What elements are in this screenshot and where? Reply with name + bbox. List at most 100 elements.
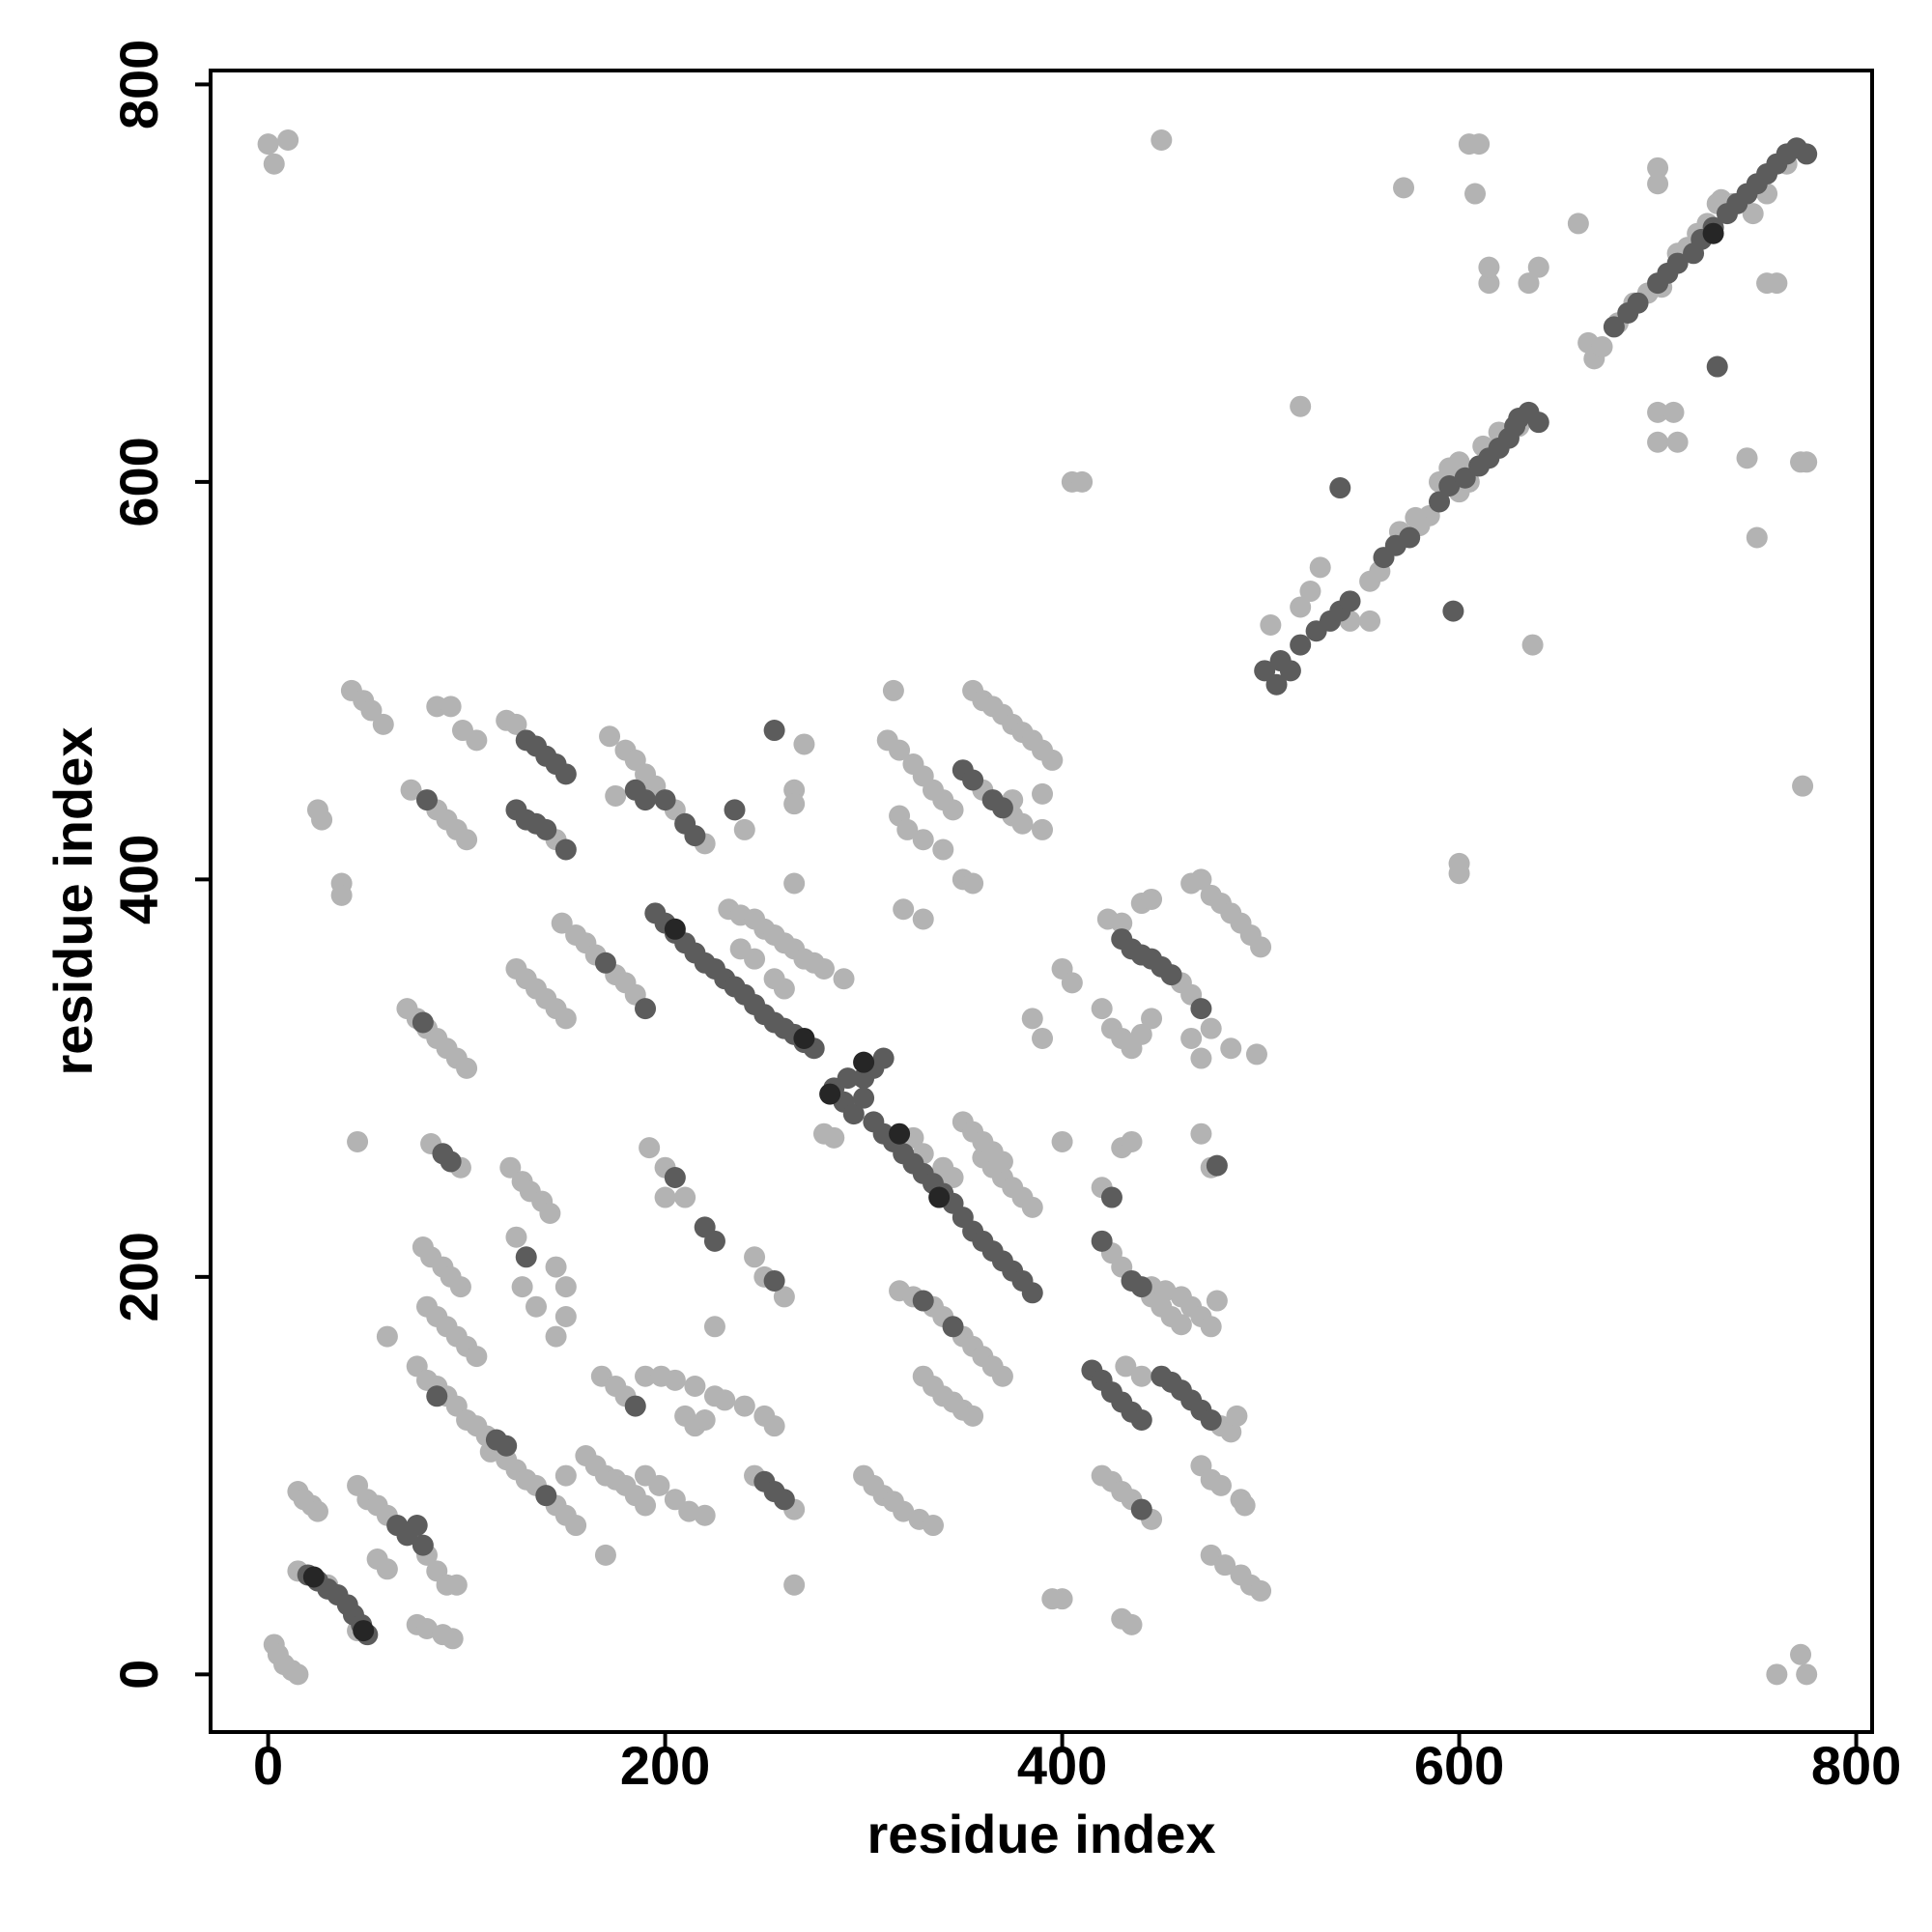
contact-point: [1061, 972, 1083, 994]
x-tick-label: 200: [620, 1735, 710, 1796]
contact-point: [505, 713, 527, 735]
contact-point: [1254, 660, 1276, 682]
contact-point: [1130, 1276, 1152, 1298]
contact-point: [1647, 431, 1669, 453]
contact-point: [893, 1500, 915, 1522]
y-tick-label: 600: [108, 437, 169, 526]
contact-point: [1393, 177, 1415, 199]
contact-point: [1279, 660, 1301, 682]
contact-point: [1796, 1663, 1818, 1686]
contact-point: [441, 1628, 464, 1650]
contact-point: [1115, 1355, 1137, 1378]
contact-point: [1429, 491, 1451, 513]
contact-point: [515, 1246, 537, 1268]
contact-point: [311, 809, 333, 831]
contact-point: [1666, 431, 1689, 453]
points: [257, 129, 1818, 1686]
contact-point: [535, 818, 557, 840]
contact-point: [1736, 447, 1758, 469]
contact-point: [426, 1385, 448, 1407]
contact-point: [1478, 272, 1500, 295]
contact-point: [353, 1620, 375, 1642]
contact-point: [942, 1166, 964, 1188]
contact-point: [347, 1130, 369, 1152]
contact-point: [991, 1365, 1013, 1387]
contact-point: [962, 872, 984, 895]
plot-frame: [209, 69, 1874, 1734]
contact-point: [1190, 998, 1212, 1020]
y-tick-label: 200: [108, 1232, 169, 1321]
contact-point: [277, 129, 299, 152]
contact-point: [1190, 868, 1212, 891]
contact-point: [744, 948, 766, 970]
contact-point: [1190, 1122, 1212, 1145]
contact-point: [545, 1256, 567, 1278]
y-tick-label: 0: [108, 1660, 169, 1690]
contact-point: [1021, 1008, 1043, 1030]
contact-point: [962, 769, 984, 791]
contact-point: [928, 1186, 951, 1208]
contact-point: [376, 1325, 398, 1348]
contact-point: [912, 1290, 934, 1312]
contact-point: [1290, 596, 1312, 618]
contact-point: [639, 1137, 661, 1159]
contact-point: [449, 1276, 471, 1298]
contact-point: [912, 908, 934, 930]
contact-point: [1329, 477, 1351, 499]
contact-point: [1011, 812, 1034, 835]
contact-point: [263, 153, 285, 175]
contact-point: [412, 1011, 434, 1034]
contact-point: [594, 1544, 616, 1566]
contact-point: [1591, 335, 1613, 357]
contact-point: [654, 1186, 676, 1208]
contact-point: [360, 699, 383, 722]
contact-point: [648, 1474, 670, 1496]
contact-point: [412, 1534, 434, 1556]
contact-point: [853, 1051, 875, 1073]
contact-point: [554, 1464, 577, 1487]
contact-point: [554, 1306, 577, 1327]
contact-point: [1766, 272, 1788, 295]
contact-point: [1405, 506, 1427, 528]
contact-point: [1742, 203, 1764, 225]
contact-point: [763, 720, 785, 742]
contact-point: [912, 829, 934, 851]
contact-point: [1121, 1130, 1143, 1152]
contact-point: [674, 1186, 696, 1208]
contact-point: [1071, 470, 1094, 493]
contact-point: [1180, 1027, 1203, 1049]
contact-point: [1442, 600, 1464, 622]
x-tick-label: 600: [1414, 1735, 1504, 1796]
contact-point: [594, 952, 616, 974]
contact-point: [783, 872, 806, 895]
contact-point: [635, 1365, 657, 1387]
contact-point: [684, 1376, 706, 1398]
y-tick-label: 800: [108, 40, 169, 129]
contact-point: [466, 729, 488, 752]
contact-point: [1603, 316, 1625, 338]
contact-point: [456, 829, 478, 851]
contact-point: [1021, 1282, 1043, 1304]
y-tick-label: 400: [108, 835, 169, 924]
contact-point: [415, 789, 438, 811]
contact-point: [1190, 1047, 1212, 1069]
contact-point: [1121, 1613, 1143, 1635]
contact-point: [942, 799, 964, 821]
contact-point: [1399, 526, 1421, 549]
contact-point: [703, 1230, 725, 1252]
contact-point: [1206, 1154, 1228, 1177]
contact-point: [554, 763, 577, 785]
contact-point: [1299, 581, 1321, 603]
contact-point: [889, 1122, 911, 1145]
contact-point: [1111, 912, 1133, 934]
contact-point: [1796, 451, 1818, 473]
contact-point: [793, 733, 815, 755]
contact-point: [783, 793, 806, 815]
contact-point: [1141, 1008, 1163, 1030]
contact-point: [1666, 252, 1689, 274]
contact-point: [1647, 401, 1669, 423]
contact-point: [1234, 1494, 1256, 1517]
contact-point: [1100, 1186, 1122, 1208]
contact-point: [896, 818, 919, 840]
contact-point: [400, 779, 422, 801]
